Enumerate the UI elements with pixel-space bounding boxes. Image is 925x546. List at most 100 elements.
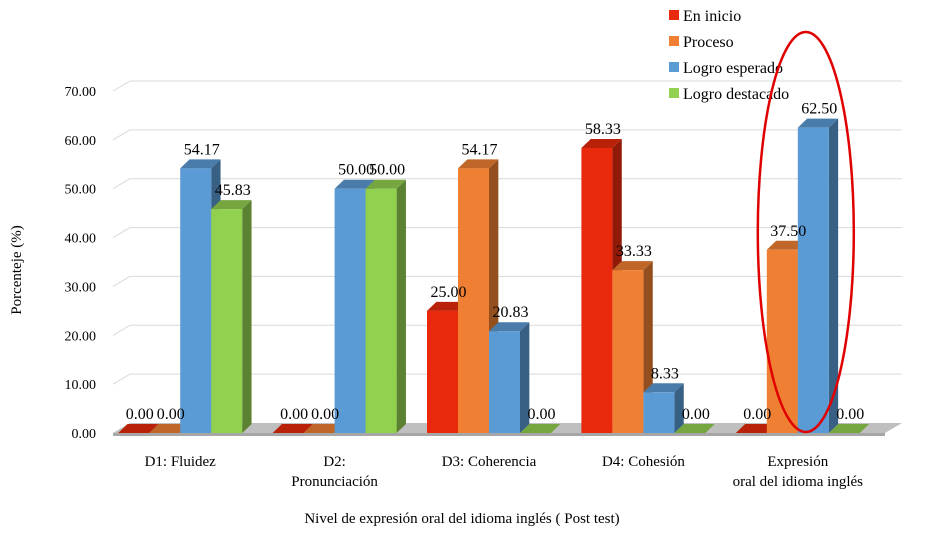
bar [612,261,653,433]
bar [149,424,190,433]
bar-side [674,383,684,433]
legend-label: En inicio [683,8,741,25]
bar-side [520,322,530,433]
bar-top [149,424,190,433]
x-category-label: Expresión [767,454,828,470]
data-label: 54.17 [462,141,498,158]
bar [118,424,159,433]
legend-label: Proceso [683,34,734,51]
bar [365,179,406,433]
legend-label: Logro destacado [683,86,789,103]
legend-swatch [669,36,679,46]
data-label: 45.83 [215,182,251,199]
y-tick-label: 60.00 [65,134,97,149]
data-label: 58.33 [585,121,621,138]
y-tick-label: 30.00 [65,280,97,295]
data-label: 50.00 [369,162,405,179]
bar-top [520,424,561,433]
data-label: 50.00 [338,162,374,179]
gridline [112,80,902,92]
gridline [112,129,902,141]
gridline [112,227,902,239]
bar-front [643,392,675,433]
y-axis-tick-labels: 0.00 10.00 20.00 30.00 40.00 50.00 60.00 70.00 [65,85,97,442]
data-label: 33.33 [616,243,652,260]
bar [797,118,839,434]
bar-top [735,424,777,433]
bar-front [334,188,366,433]
bar-top [180,159,221,169]
bar [303,424,344,433]
bar-top [828,424,870,433]
data-label: 0.00 [280,406,308,423]
gridline [112,178,902,190]
bar-top [334,179,375,189]
data-label: 0.00 [126,406,154,423]
bar-front [211,209,243,433]
y-tick-label: 40.00 [65,232,97,247]
data-label: 0.00 [836,406,864,423]
y-axis-title: Porcenteje (%) [9,225,25,315]
bar-top [489,322,530,332]
data-label: 0.00 [682,406,710,423]
bar-front [797,127,829,434]
legend-swatch [669,62,679,72]
legend-label: Logro esperado [683,60,783,77]
x-category-label: oral del idioma inglés [733,474,864,490]
y-tick-label: 70.00 [65,85,97,100]
x-category-label: D4: Cohesión [602,454,685,470]
bar [520,424,561,433]
data-label: 20.83 [493,304,529,321]
bar-top [766,240,808,250]
data-label: 0.00 [743,406,771,423]
bar-top [581,139,622,149]
bar-top [427,301,468,311]
bar-top [674,424,715,433]
bar-top [118,424,159,433]
bar-front [489,331,520,433]
bar-side [242,200,252,433]
x-axis-title: Nivel de expresión oral del idioma inglé… [304,511,619,527]
bar-front [766,249,798,433]
bar [211,200,252,433]
bar-top [211,200,252,210]
bar-front [180,168,212,433]
data-label: 0.00 [528,406,556,423]
bar-side [828,118,839,434]
legend: En inicio Proceso Logro esperado Logro dest… [669,8,789,103]
data-label: 25.00 [431,284,467,301]
bar-top [365,179,406,189]
bars [118,118,870,434]
bar-top [612,261,653,271]
bar-top [643,383,684,393]
legend-swatch [669,88,679,98]
bar [828,424,870,433]
data-label: 0.00 [157,406,185,423]
x-category-label: Pronunciación [291,474,378,490]
y-tick-label: 0.00 [72,427,97,442]
x-category-label: D1: Fluidez [145,454,217,470]
floor-edge [113,433,885,436]
data-label: 8.33 [651,365,679,382]
bar-front [365,188,397,433]
bar [643,383,684,433]
bar [674,424,715,433]
bar-top [272,424,313,433]
bar-front [427,310,458,433]
bar-front [612,270,644,433]
highlight-annotation [756,30,856,434]
bar [272,424,313,433]
y-tick-label: 50.00 [65,183,97,198]
bar-front [581,148,613,433]
x-category-label: D2: [323,454,346,470]
bar [489,322,530,433]
bar-front [458,168,489,433]
legend-swatch [669,10,679,20]
x-category-label: D3: Coherencia [442,454,537,470]
bar-top [458,159,499,169]
bar-top [797,118,839,128]
y-tick-label: 10.00 [65,378,97,393]
